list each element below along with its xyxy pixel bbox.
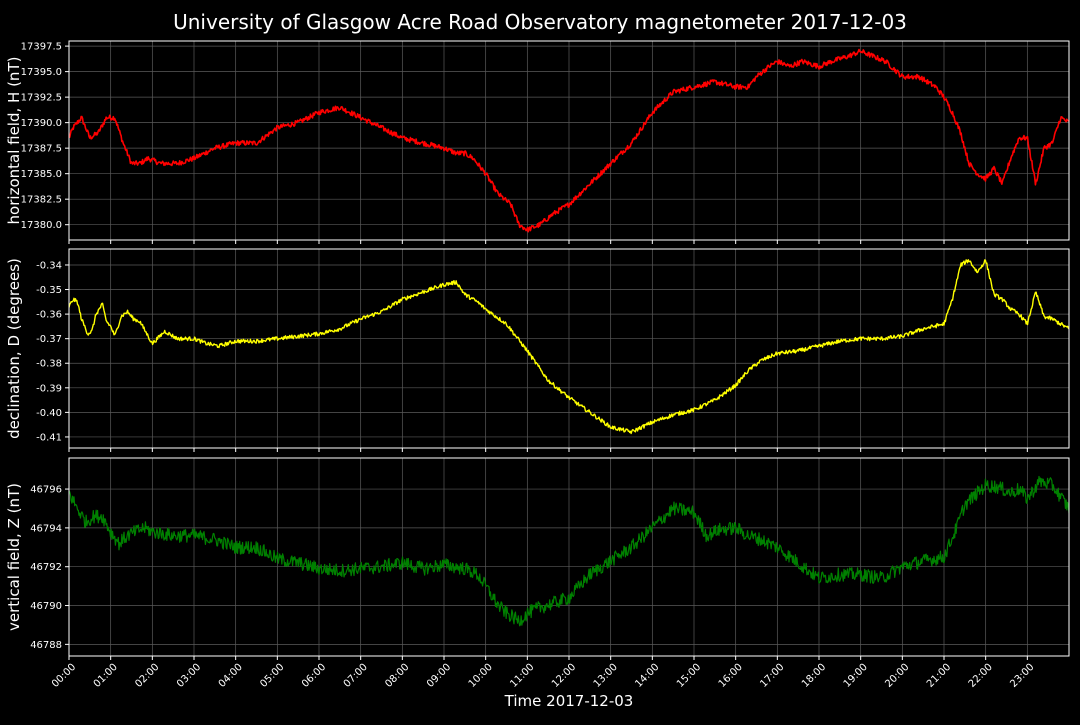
y-tick-label: -0.40 [36, 408, 62, 419]
y-tick-label: -0.37 [36, 334, 62, 345]
y-tick-label: 17392.5 [21, 93, 62, 104]
y-tick-label: 46796 [30, 485, 62, 496]
y-axis-label: vertical field, Z (nT) [5, 483, 23, 631]
y-tick-label: 17382.5 [21, 195, 62, 206]
y-tick-label: 46794 [30, 523, 62, 534]
y-tick-label: 17385.0 [21, 169, 62, 180]
series-line-2 [69, 259, 1069, 435]
y-tick-label: 17390.0 [21, 118, 62, 129]
y-tick-label: -0.34 [36, 260, 62, 271]
x-axis-label: Time 2017-12-03 [504, 692, 634, 710]
y-tick-label: 17397.5 [21, 42, 62, 53]
series-line-3 [69, 475, 1069, 627]
y-tick-label: -0.41 [36, 432, 62, 443]
y-tick-label: -0.39 [36, 383, 62, 394]
panel-1: 17380.0 17382.5 17385.0 17387.5 17390.0 17392… [5, 40, 1070, 244]
y-tick-label: -0.35 [36, 285, 62, 296]
y-tick-label: 17387.5 [21, 144, 62, 155]
y-tick-label: 46792 [30, 562, 62, 573]
panel-frame [68, 40, 1070, 241]
y-tick-label: 46788 [30, 640, 62, 651]
y-tick-label: -0.36 [36, 310, 62, 321]
y-tick-label: -0.38 [36, 359, 62, 370]
series-line-1 [69, 48, 1069, 233]
y-axis-label: horizontal field, H (nT) [5, 57, 23, 225]
panel-2: -0.41 -0.40 -0.39 -0.38 -0.37 -0.36 -0.35 -0.34… [5, 248, 1070, 452]
panel-frame [68, 248, 1070, 449]
chart-title: University of Glasgow Acre Road Observat… [173, 10, 907, 34]
y-tick-label: 17395.0 [21, 67, 62, 78]
y-axis-label: declination, D (degrees) [5, 258, 23, 439]
y-tick-label: 46790 [30, 601, 62, 612]
y-tick-label: 17380.0 [21, 220, 62, 231]
panel-frame [68, 457, 1070, 657]
